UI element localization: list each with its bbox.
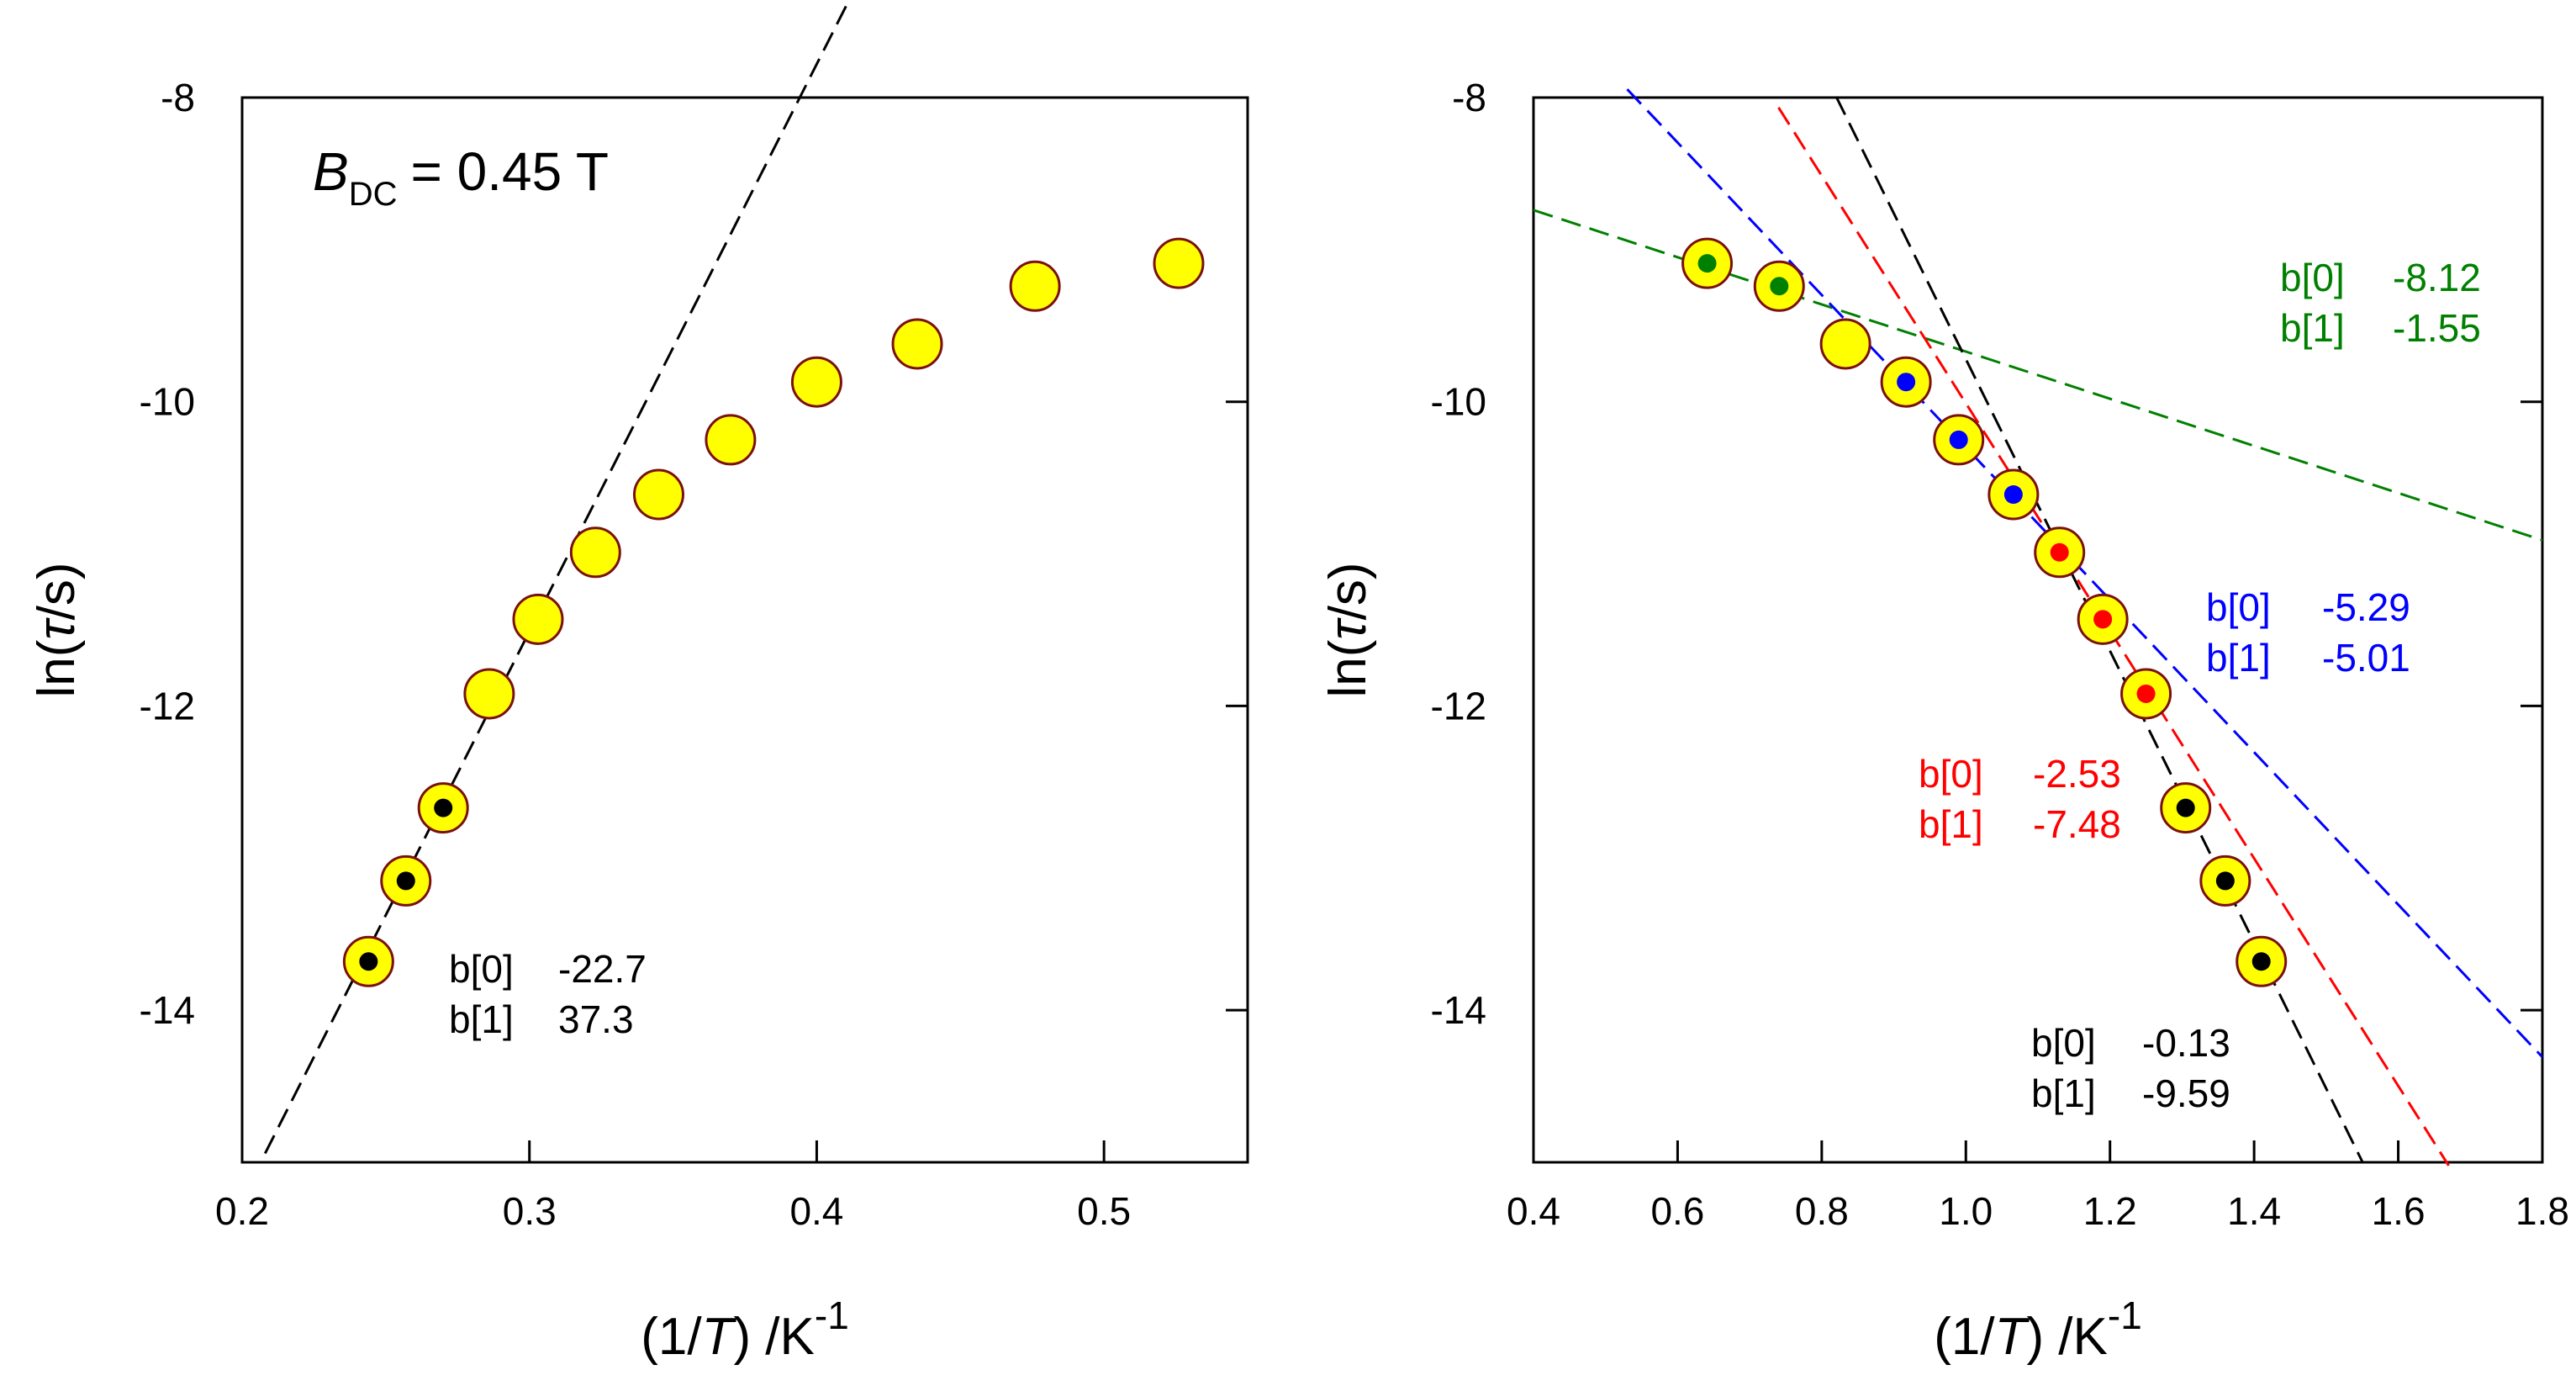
red-fit-b1-value: -7.48	[2033, 802, 2121, 846]
left-panel: 0.2 0.3 0.4 0.5 -8 -10 -12 -14 BDC = 0.45 T b[0]…	[28, 0, 1249, 1366]
left-y-axis-label: ln(τ/s)	[28, 563, 86, 698]
right-fit-point-marker	[2215, 871, 2235, 891]
right-fit-point-marker	[1770, 277, 1789, 296]
right-ticks: 0.4 0.6 0.8 1.0 1.2 1.4 1.6 1.8 -8 -10 -12 -14	[1431, 76, 2569, 1233]
left-fit-point-marker	[359, 952, 378, 971]
left-y-tick-label: -8	[161, 76, 195, 119]
green-fit-b0-value: -8.12	[2393, 256, 2481, 299]
left-fit-line-0	[263, 0, 851, 1155]
right-panel: 0.4 0.6 0.8 1.0 1.2 1.4 1.6 1.8 -8 -10 -12 -14 b[0]…	[1319, 76, 2569, 1366]
left-data-point	[705, 414, 757, 466]
right-fit-line-1	[1626, 88, 2544, 1058]
left-data-point	[569, 526, 621, 579]
right-fit-point-marker	[1697, 254, 1717, 273]
red-fit-b0-label: b[0]	[1919, 752, 1983, 796]
left-x-tick-label: 0.2	[215, 1189, 269, 1233]
left-data-point	[632, 468, 684, 521]
blue-fit-b1-label: b[1]	[2206, 636, 2271, 680]
left-x-tick-label: 0.5	[1077, 1189, 1131, 1233]
left-data-points	[342, 237, 1205, 987]
right-x-axis-label: (1/T) /K-1	[1934, 1293, 2142, 1366]
left-fit-point-marker	[396, 871, 415, 891]
right-fit-point-marker	[2093, 610, 2113, 629]
left-fit-b0-label: b[0]	[449, 947, 514, 991]
left-fit-point-marker	[434, 798, 453, 817]
blue-fit-b0-value: -5.29	[2322, 585, 2410, 629]
black-fit-b1-value: -9.59	[2142, 1071, 2230, 1115]
green-fit-b0-label: b[0]	[2280, 256, 2345, 299]
right-fit-point-marker	[2176, 798, 2195, 817]
right-plot-frame	[1532, 96, 2544, 1164]
right-data-points	[1681, 237, 2288, 987]
right-data-point	[1819, 318, 1871, 370]
right-x-tick-label: 1.6	[2372, 1189, 2426, 1233]
left-fit-lines	[263, 0, 851, 1155]
right-y-tick-label: -8	[1452, 76, 1486, 119]
black-fit-b1-label: b[1]	[2031, 1071, 2096, 1115]
blue-fit-b1-value: -5.01	[2322, 636, 2410, 680]
left-fit-b1-value: 37.3	[558, 997, 634, 1041]
left-plot-frame	[240, 96, 1249, 1164]
black-fit-b0-value: -0.13	[2142, 1021, 2230, 1065]
right-fit-point-marker	[1949, 430, 1968, 449]
red-fit-b1-label: b[1]	[1919, 802, 1983, 846]
left-data-point	[512, 593, 564, 645]
right-y-tick-label: -14	[1431, 988, 1486, 1032]
left-x-tick-label: 0.4	[789, 1189, 843, 1233]
black-fit-b0-label: b[0]	[2031, 1021, 2096, 1065]
left-x-tick-label: 0.3	[503, 1189, 557, 1233]
right-x-tick-label: 1.2	[2083, 1189, 2137, 1233]
left-fit-b0-value: -22.7	[558, 947, 647, 991]
green-fit-b1-value: -1.55	[2393, 306, 2481, 350]
green-fit-b1-label: b[1]	[2280, 306, 2345, 350]
left-y-tick-label: -12	[140, 684, 195, 727]
right-fit-point-marker	[2003, 485, 2023, 505]
left-data-point	[463, 668, 515, 720]
field-value: = 0.45 T	[410, 141, 608, 202]
right-x-tick-label: 1.8	[2515, 1189, 2569, 1233]
right-y-tick-label: -10	[1431, 380, 1486, 424]
right-x-tick-label: 0.6	[1650, 1189, 1704, 1233]
left-data-point	[1153, 237, 1205, 289]
right-fit-point-marker	[2050, 542, 2069, 562]
right-y-tick-label: -12	[1431, 684, 1486, 727]
left-y-tick-label: -14	[140, 988, 195, 1032]
left-data-point	[1009, 260, 1061, 312]
red-fit-b0-value: -2.53	[2033, 752, 2121, 796]
right-x-tick-label: 0.8	[1795, 1189, 1849, 1233]
left-y-tick-label: -10	[140, 380, 195, 424]
right-x-tick-label: 0.4	[1507, 1189, 1560, 1233]
field-symbol: B	[313, 141, 349, 202]
right-fit-point-marker	[2136, 684, 2156, 703]
left-ticks: 0.2 0.3 0.4 0.5 -8 -10 -12 -14	[140, 76, 1248, 1233]
right-x-tick-label: 1.0	[1939, 1189, 1993, 1233]
right-fit-point-marker	[1897, 373, 1916, 392]
left-x-axis-label: (1/T) /K-1	[641, 1293, 849, 1366]
blue-fit-b0-label: b[0]	[2206, 585, 2271, 629]
right-y-axis-label: ln(τ/s)	[1319, 563, 1377, 698]
field-annotation: BDC = 0.45 T	[313, 141, 609, 213]
left-fit-b1-label: b[1]	[449, 997, 514, 1041]
right-x-tick-label: 1.4	[2227, 1189, 2281, 1233]
right-fit-point-marker	[2251, 952, 2271, 971]
left-data-point	[891, 318, 943, 370]
left-data-point	[790, 356, 842, 408]
field-subscript: DC	[349, 176, 398, 213]
